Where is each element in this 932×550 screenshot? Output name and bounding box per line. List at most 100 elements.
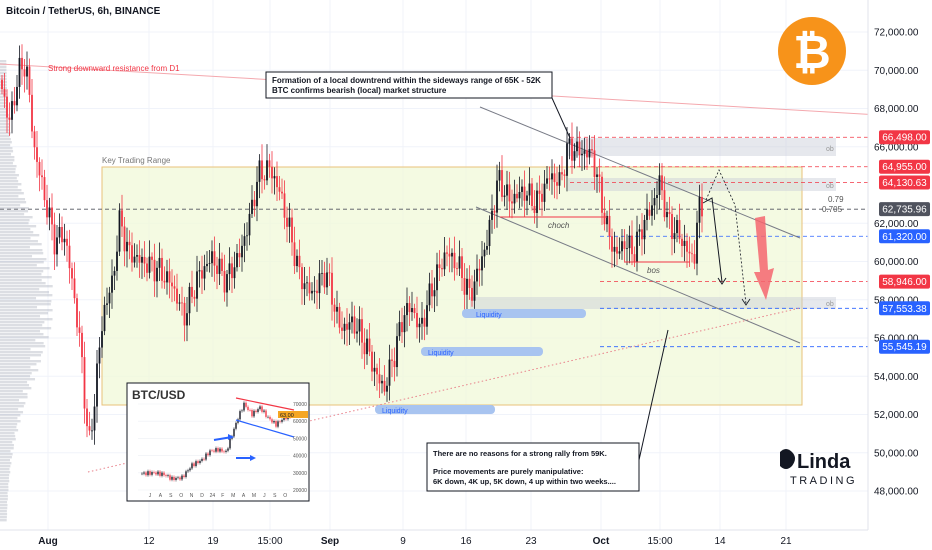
candle-body [221,258,223,271]
candle-body [631,235,633,255]
inset-candle-body [283,416,285,420]
candle-body [48,207,51,218]
inset-candle-body [267,416,269,418]
inset-candle-body [223,451,225,453]
inset-candle-body [173,476,175,481]
candlestick-series [1,44,703,445]
candle-body [253,199,256,207]
candle-body [303,283,306,290]
inset-y-tick: 60000 [293,419,307,425]
price-tag-label: 55,545.19 [882,342,927,353]
inset-candle-body [279,421,281,422]
candle-body [558,172,561,186]
candle-body [288,217,291,227]
candle-body [103,304,106,332]
candle-body [576,141,578,152]
candle-body [693,254,696,264]
candle-body [508,184,511,202]
candle-body [291,217,293,243]
price-tag-label: 66,498.00 [882,133,927,144]
candle-body [246,235,248,237]
inset-candle-body [243,402,245,411]
price-tag-label: 58,946.00 [882,277,927,288]
candle-body [433,290,436,297]
inset-x-tick: A [159,493,163,499]
candle-body [91,430,93,432]
time-tick-label: 23 [525,536,537,547]
inset-x-tick: O [283,493,287,499]
candle-body [148,256,151,273]
candle-body [431,283,433,297]
inset-candle-body [257,409,259,412]
time-axis[interactable] [0,530,868,550]
candle-body [621,241,623,252]
inset-candle-body [179,477,181,480]
candle-body [496,180,498,213]
candle-body [613,246,616,252]
inset-candle-body [207,453,209,456]
candle-body [236,253,238,268]
time-tick-label: Oct [593,536,610,547]
inset-x-axis: J A S O N D 24 F M A M J S O [149,493,288,499]
candle-body [423,317,426,327]
inset-candle-body [169,475,171,480]
candle-body [391,359,393,361]
inset-candle-body [157,471,159,475]
candle-body [388,359,391,386]
candle-body [696,222,698,264]
candle-body [191,286,193,297]
inset-candle-body [187,470,189,472]
price-axis-ticks: 72,000.00 70,000.00 68,000.00 66,000.00 62,0… [874,28,919,498]
candle-body [636,231,638,263]
candle-body [188,286,191,314]
candle-body [451,252,453,257]
candle-body [411,308,413,313]
candle-body [1,79,3,90]
candle-body [263,179,266,181]
inset-candle-body [175,477,177,481]
candle-body [663,190,666,218]
big-down-arrow [754,216,774,300]
candle-body [101,331,103,348]
inset-candle-body [209,450,211,456]
candle-body [163,280,166,283]
price-tag [879,229,930,244]
candle-body [86,408,88,427]
inset-candle-body [151,472,153,475]
candle-body [41,175,43,178]
candle-body [201,270,203,279]
candle-body [21,57,23,70]
candle-body [673,233,676,240]
candle-body [328,272,331,274]
candle-body [358,319,361,332]
inset-x-tick: A [242,493,246,499]
logo-line-2: TRADING [790,475,857,487]
fib-label-0705: 0.705 [822,205,843,214]
candle-body [476,268,478,282]
candle-body [183,302,186,326]
inset-candle-body [229,438,231,449]
price-tags: 66,498.00 64,955.00 64,130.63 62,735.96 61,3… [879,130,930,354]
candle-body [56,237,58,255]
candle-body [256,181,258,207]
candle-body [553,173,556,183]
inset-candle-body [219,448,221,452]
inset-candle-body [155,472,157,475]
candle-body [386,385,388,392]
inset-candle-body [249,410,251,411]
inset-x-tick: F [221,493,224,499]
inset-x-tick: J [263,493,266,499]
candle-body [481,256,483,271]
candle-body [136,255,138,257]
candle-body [268,160,271,167]
inset-candle-body [211,450,213,452]
candle-body [641,229,643,240]
price-tag-label: 62,735.96 [882,205,927,216]
candle-body [216,265,218,274]
candle-body [351,316,353,323]
candle-body [321,272,323,274]
projection-arrowhead-dashed [741,298,751,306]
ob-label-mid: ob [826,183,834,190]
support-line [87,307,801,473]
